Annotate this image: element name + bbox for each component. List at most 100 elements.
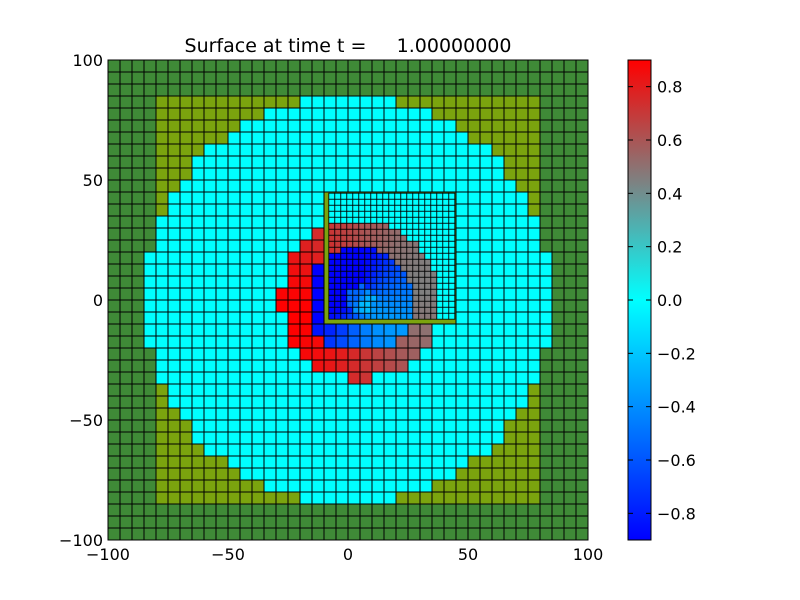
heatmap-refined-cell [412,246,420,254]
heatmap-cell [119,443,133,457]
heatmap-cell [143,251,157,265]
heatmap-cell [551,455,565,469]
heatmap-cell [539,335,553,349]
heatmap-refined-cell [406,264,414,272]
heatmap-cell [359,347,373,361]
heatmap-cell [503,491,517,505]
heatmap-cell [239,227,253,241]
heatmap-cell [335,143,349,157]
heatmap-cell [383,479,397,493]
heatmap-cell [239,287,253,301]
heatmap-cell [263,131,277,145]
heatmap-cell [359,95,373,109]
heatmap-cell [287,167,301,181]
heatmap-cell [335,407,349,421]
heatmap-cell [215,251,229,265]
heatmap-cell [227,227,241,241]
heatmap-cell [503,527,517,541]
heatmap-cell [479,203,493,217]
heatmap-cell [347,179,361,193]
heatmap-refined-cell [352,288,360,296]
heatmap-refined-cell [430,246,438,254]
heatmap-cell [527,179,541,193]
heatmap-cell [431,527,445,541]
heatmap-refined-cell [448,264,456,272]
heatmap-cell [299,143,313,157]
heatmap-cell [515,131,529,145]
heatmap-cell [107,311,121,325]
heatmap-cell [371,443,385,457]
heatmap-cell [527,59,541,73]
heatmap-refined-cell [430,198,438,206]
heatmap-cell [527,503,541,517]
heatmap-cell [263,395,277,409]
heatmap-cell [251,275,265,289]
heatmap-cell [515,119,529,133]
heatmap-cell [131,467,145,481]
heatmap-cell [467,335,481,349]
heatmap-cell [215,347,229,361]
colorbar-tick-label: −0.8 [657,504,696,523]
colorbar-tick-label: 0.2 [657,238,682,257]
heatmap-cell [371,431,385,445]
heatmap-refined-cell [364,270,372,278]
heatmap-refined-cell [382,198,390,206]
heatmap-cell [503,359,517,373]
heatmap-cell [203,311,217,325]
heatmap-cell [191,419,205,433]
heatmap-cell [419,107,433,121]
heatmap-cell [119,203,133,217]
heatmap-cell [539,395,553,409]
heatmap-cell [479,371,493,385]
heatmap-cell [299,83,313,97]
heatmap-cell [515,359,529,373]
heatmap-cell [551,479,565,493]
heatmap-refined-cell [430,264,438,272]
heatmap-refined-cell [370,282,378,290]
heatmap-cell [491,491,505,505]
heatmap-cell [479,83,493,97]
heatmap-cell [407,527,421,541]
heatmap-cell [455,239,469,253]
heatmap-cell [179,395,193,409]
heatmap-cell [167,287,181,301]
heatmap-refined-cell [328,222,336,230]
heatmap-cell [335,383,349,397]
heatmap-cell [371,383,385,397]
heatmap-cell [395,503,409,517]
heatmap-cell [311,59,325,73]
heatmap-refined-cell [442,300,450,308]
heatmap-cell [335,335,349,349]
heatmap-cell [467,107,481,121]
heatmap-cell [287,371,301,385]
heatmap-cell [575,371,589,385]
heatmap-refined-cell [352,210,360,218]
heatmap-refined-cell [424,222,432,230]
heatmap-cell [395,467,409,481]
heatmap-refined-cell [388,252,396,260]
heatmap-cell [203,239,217,253]
heatmap-cell [563,71,577,85]
heatmap-cell [251,311,265,325]
heatmap-refined-cell [346,198,354,206]
heatmap-cell [323,491,337,505]
heatmap-cell [419,467,433,481]
heatmap-refined-cell [412,294,420,302]
heatmap-cell [563,83,577,97]
heatmap-cell [563,95,577,109]
heatmap-cell [131,107,145,121]
heatmap-refined-cell [442,222,450,230]
heatmap-refined-cell [406,252,414,260]
heatmap-cell [203,347,217,361]
heatmap-refined-cell [382,282,390,290]
heatmap-refined-cell [346,258,354,266]
heatmap-cell [191,431,205,445]
heatmap-cell [503,251,517,265]
heatmap-cell [527,227,541,241]
heatmap-refined-cell [424,198,432,206]
heatmap-cell [479,239,493,253]
heatmap-cell [503,335,517,349]
heatmap-refined-cell [394,258,402,266]
heatmap-cell [491,335,505,349]
heatmap-cell [215,215,229,229]
